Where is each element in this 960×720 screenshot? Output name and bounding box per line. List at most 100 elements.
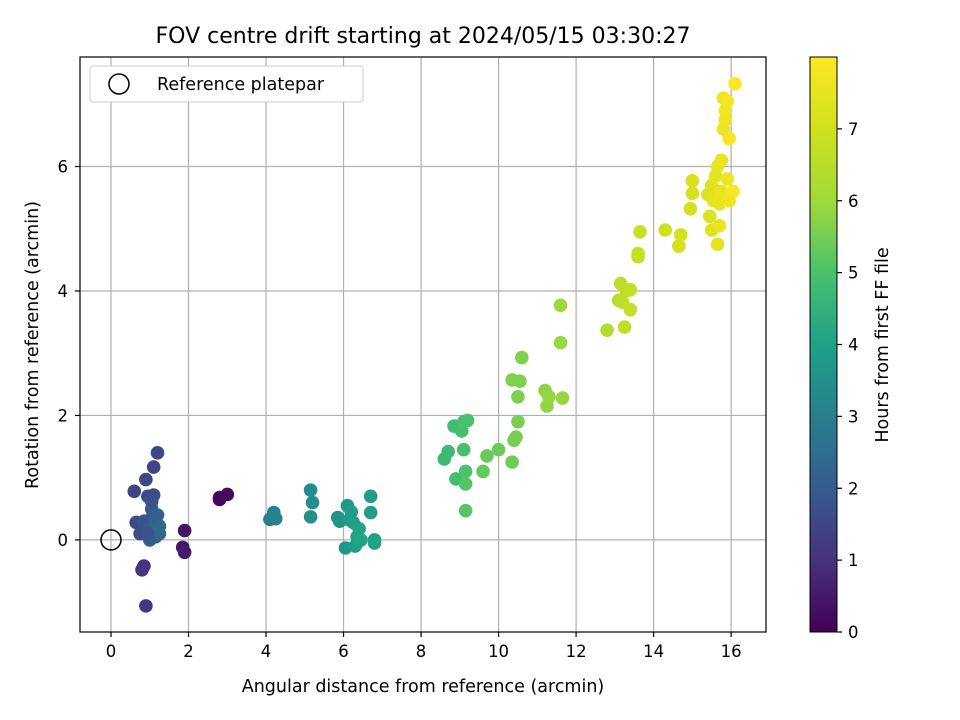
data-point [714, 153, 729, 168]
y-axis-label: Rotation from reference (arcmin) [23, 201, 43, 489]
data-point [685, 174, 700, 188]
legend-box [89, 65, 364, 103]
data-point [509, 430, 523, 445]
data-point [683, 202, 698, 216]
y-tick-label: 4 [58, 282, 69, 301]
data-point [658, 223, 673, 237]
data-point [146, 460, 161, 474]
colorbar-tick-label: 7 [848, 120, 859, 139]
data-point [515, 350, 529, 365]
colorbar-tick-label: 3 [848, 407, 859, 426]
data-point [720, 94, 735, 108]
data-point [141, 526, 155, 541]
data-point [505, 455, 519, 469]
data-point [553, 298, 568, 313]
data-point [476, 464, 490, 479]
data-point [352, 521, 366, 536]
legend: Reference platepar [89, 65, 364, 103]
y-tick-label: 0 [58, 531, 69, 550]
data-point [139, 472, 153, 487]
y-tick-label: 6 [58, 158, 69, 177]
data-point [150, 508, 165, 522]
reference-marker [100, 529, 122, 551]
legend-label: Reference platepar [157, 75, 325, 95]
data-point [458, 503, 473, 518]
colorbar-label: Hours from first FF file [873, 247, 893, 442]
data-point [135, 562, 149, 577]
data-point [714, 184, 729, 199]
data-point [363, 489, 378, 504]
data-point [513, 374, 527, 389]
data-point [511, 389, 525, 404]
data-point [673, 228, 688, 242]
y-axis-ticks: 0 2 4 6 [58, 158, 80, 550]
data-point [720, 172, 735, 186]
plot-frame [79, 56, 767, 633]
data-point [460, 413, 475, 428]
y-tick-label: 2 [58, 406, 69, 425]
data-point [685, 186, 700, 201]
data-point [303, 483, 318, 497]
data-point [458, 477, 473, 491]
colorbar-tick-label: 4 [848, 336, 859, 355]
x-tick-label: 12 [566, 642, 587, 661]
data-point [268, 511, 283, 526]
x-tick-label: 10 [488, 642, 509, 661]
data-point [456, 442, 471, 457]
data-point [139, 599, 153, 613]
data-point [344, 505, 359, 519]
data-point [127, 484, 142, 499]
data-point [728, 76, 742, 91]
colorbar-tick-label: 6 [848, 192, 859, 211]
data-point [542, 389, 556, 404]
data-point [671, 239, 686, 253]
x-tick-label: 4 [261, 642, 272, 661]
data-points [127, 76, 742, 613]
data-point [150, 445, 165, 460]
x-tick-label: 2 [183, 642, 194, 661]
data-point [600, 323, 614, 337]
chart-title: FOV centre drift starting at 2024/05/15 … [156, 24, 691, 49]
data-point [305, 495, 320, 510]
x-tick-label: 6 [338, 642, 349, 661]
data-point [177, 523, 192, 538]
x-tick-label: 8 [416, 642, 427, 661]
data-point [367, 536, 382, 550]
x-tick-label: 14 [643, 642, 664, 661]
data-point [710, 237, 725, 252]
data-point [354, 533, 368, 547]
data-point [722, 131, 736, 146]
data-point [726, 184, 740, 199]
x-tick-label: 0 [106, 642, 117, 661]
colorbar: 0 1 2 3 4 5 6 7 Hours from first FF file [809, 56, 893, 642]
data-point [177, 545, 192, 560]
data-point [152, 519, 167, 534]
colorbar-tick-label: 2 [848, 479, 859, 498]
data-point [623, 282, 638, 297]
colorbar-tick-label: 0 [848, 623, 859, 642]
colorbar-ticks: 0 1 2 3 4 5 6 7 [837, 120, 859, 642]
data-point [553, 335, 568, 350]
data-point [703, 209, 717, 224]
colorbar-tick-label: 5 [848, 264, 859, 283]
data-point [617, 320, 632, 334]
data-point [220, 487, 235, 502]
data-point [631, 246, 645, 261]
x-axis-label: Angular distance from reference (arcmin) [242, 677, 605, 697]
data-point [718, 113, 733, 127]
grid-lines [80, 57, 766, 632]
legend-marker-icon [108, 73, 130, 95]
data-point [633, 225, 647, 239]
data-point [623, 302, 638, 317]
data-point [491, 442, 506, 457]
x-axis-ticks: 0 2 4 6 8 10 12 14 16 [106, 632, 742, 661]
x-tick-label: 16 [721, 642, 742, 661]
data-point [146, 488, 161, 502]
data-point [458, 464, 473, 479]
data-point [441, 444, 455, 459]
colorbar-gradient [809, 56, 838, 633]
data-point [511, 414, 525, 429]
data-point [480, 449, 494, 463]
data-point [555, 391, 570, 405]
